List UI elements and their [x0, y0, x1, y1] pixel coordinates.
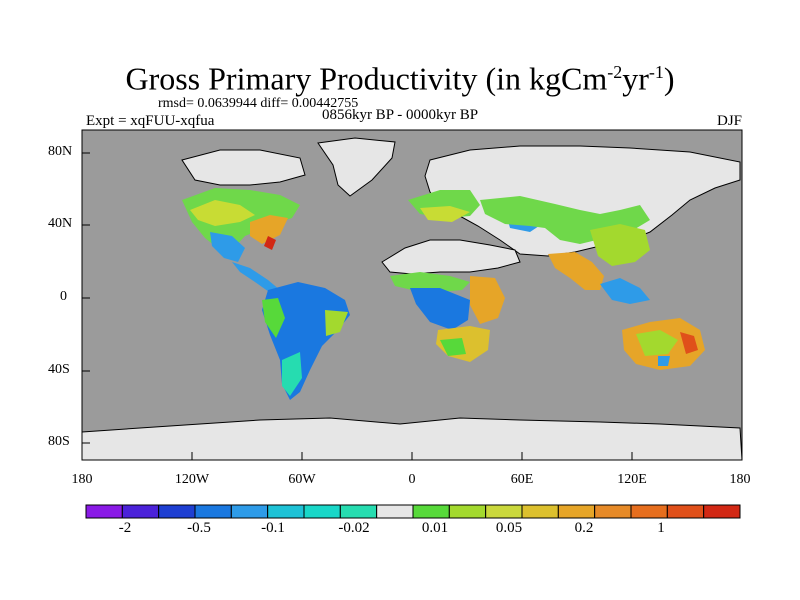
colorbar-swatch — [594, 504, 632, 519]
colorbar-swatch — [85, 504, 123, 519]
na-red — [264, 236, 276, 250]
stats-line: rmsd= 0.0639944 diff= 0.00442755 — [158, 96, 359, 111]
colorbar-swatch — [448, 504, 487, 519]
aus-blue — [658, 356, 670, 366]
period-label: 0856kyr BP - 0000kyr BP — [321, 107, 479, 123]
canada-north — [181, 149, 306, 186]
lat-label-40n: 40N — [48, 216, 73, 231]
colorbar-swatch — [121, 504, 160, 519]
lat-label-40s: 40S — [48, 362, 70, 377]
colorbar-swatch — [666, 504, 705, 519]
lon-label-180e: 180 — [729, 472, 751, 487]
na-east-orange — [250, 215, 288, 244]
colorbar-label: 0.01 — [421, 520, 449, 536]
sa-green — [262, 298, 285, 338]
experiment-label: Expt = xqFUU-xqfua — [86, 113, 215, 129]
colorbar-swatch — [230, 504, 269, 519]
lon-label-60e: 60E — [510, 472, 534, 487]
af-west — [390, 272, 470, 292]
india-orange — [548, 252, 604, 290]
af-east-orange — [470, 276, 505, 324]
lon-label-60w: 60W — [288, 472, 316, 487]
china-green — [590, 224, 650, 266]
colorbar — [85, 504, 741, 519]
lon-label-180w: 180 — [71, 472, 93, 487]
lat-label-0: 0 — [60, 289, 67, 304]
sa-south — [282, 352, 302, 396]
colorbar-label: 0.05 — [495, 520, 523, 536]
na-blue — [210, 232, 245, 262]
colorbar-label: -0.1 — [261, 520, 285, 536]
eu-yellow — [420, 206, 470, 222]
colorbar-swatch — [412, 504, 450, 519]
colorbar-label: -0.5 — [187, 520, 211, 536]
lon-label-120w: 120W — [174, 472, 210, 487]
colorbar-swatch — [630, 504, 668, 519]
colorbar-swatch — [303, 504, 341, 519]
af-south-green — [440, 338, 466, 356]
season-label: DJF — [716, 113, 742, 129]
colorbar-swatch — [339, 504, 378, 519]
lon-label-120e: 120E — [617, 472, 647, 487]
lon-label-0: 0 — [408, 472, 416, 487]
sa-east — [325, 310, 348, 336]
af-blue — [410, 288, 470, 330]
colorbar-label: 1 — [657, 520, 665, 536]
se-asia-blue — [600, 278, 650, 304]
colorbar-swatch — [267, 504, 305, 519]
aus-red — [680, 332, 698, 354]
land-base — [81, 137, 743, 461]
lat-label-80n: 80N — [48, 144, 73, 159]
colorbar-swatch — [376, 504, 414, 519]
colorbar-swatch — [485, 504, 523, 519]
gpp-fields — [182, 188, 705, 400]
colorbar-label: -0.02 — [338, 520, 370, 536]
colorbar-swatch — [521, 504, 559, 519]
greenland — [317, 137, 396, 197]
na-yellow — [190, 200, 255, 226]
axis-ticks — [81, 129, 743, 461]
central-america — [232, 262, 280, 294]
aus-green — [636, 330, 678, 356]
colorbar-label: 0.2 — [574, 520, 594, 536]
colorbar-swatch — [557, 504, 596, 519]
colorbar-swatch — [703, 504, 741, 519]
lat-label-80s: 80S — [48, 434, 70, 449]
colorbar-swatch — [158, 504, 196, 519]
colorbar-label: -2 — [118, 520, 132, 536]
colorbar-swatch — [194, 504, 232, 519]
chart-title: Gross Primary Productivity (in kgCm-2yr-… — [125, 60, 675, 97]
